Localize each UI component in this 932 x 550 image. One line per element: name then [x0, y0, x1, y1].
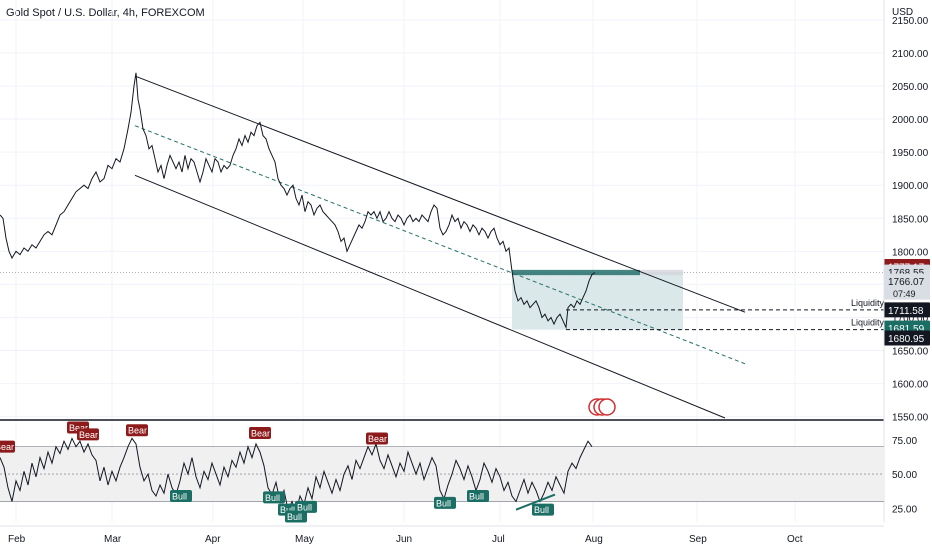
- y-tick-label: 2150.00: [892, 16, 929, 27]
- price-tag-label: 1766.07: [888, 277, 925, 288]
- x-tick-label: Jun: [396, 534, 412, 545]
- x-tick-label: Oct: [787, 534, 803, 545]
- y-tick-label: 2100.00: [892, 49, 929, 60]
- chart-title: Gold Spot / U.S. Dollar, 4h, FOREXCOM: [6, 7, 205, 19]
- bull-signal-label: Bull: [297, 502, 312, 512]
- y-tick-label: 1700.00: [892, 313, 929, 324]
- bear-signal[interactable]: [366, 432, 388, 445]
- bear-signal[interactable]: [249, 426, 271, 439]
- osc-y-tick-label: 50.00: [892, 470, 917, 481]
- x-tick-label: Jul: [492, 534, 505, 545]
- x-tick-label: Aug: [585, 534, 603, 545]
- y-tick-label: 1550.00: [892, 413, 929, 424]
- price-series-line: [0, 72, 596, 330]
- price-tag-countdown: 07:49: [893, 289, 916, 299]
- bear-signal-label: Bear: [251, 428, 270, 438]
- x-tick-label: Mar: [104, 534, 122, 545]
- channel-lower-line[interactable]: [134, 174, 726, 419]
- osc-y-tick-label: 25.00: [892, 504, 917, 515]
- price-tag: [884, 273, 930, 300]
- supply-zone-ext: [640, 269, 683, 276]
- liquidity-zone: [512, 272, 683, 330]
- bull-signal[interactable]: [263, 491, 285, 504]
- price-tag-label: 1680.95: [888, 334, 925, 345]
- y-tick-label: 1950.00: [892, 148, 929, 159]
- price-tag-label: 1711.58: [888, 306, 924, 317]
- bull-signal-label: Bull: [280, 505, 295, 515]
- bull-signal-label: Bull: [469, 491, 484, 501]
- bull-signal[interactable]: [434, 496, 456, 509]
- y-tick-label: 1850.00: [892, 214, 929, 225]
- price-tag: [884, 302, 930, 318]
- bull-signal-label: Bull: [534, 505, 549, 515]
- supply-zone: [512, 269, 640, 276]
- y-axis-unit: USD: [892, 7, 913, 18]
- price-tag-label: 1681.59: [888, 324, 925, 335]
- y-tick-label: 1650.00: [892, 347, 929, 358]
- y-tick-label: 1600.00: [892, 380, 929, 391]
- liquidity-label-upper: Liquidity: [851, 298, 885, 308]
- y-tick-label: 2050.00: [892, 82, 929, 93]
- y-tick-label: 1800.00: [892, 247, 929, 258]
- bull-signal[interactable]: [532, 503, 554, 516]
- x-tick-label: Sep: [689, 534, 707, 545]
- bull-signal[interactable]: [295, 500, 317, 513]
- bear-signal-label: Bear: [79, 430, 98, 440]
- x-tick-label: Apr: [205, 534, 221, 545]
- bear-signal-label: Bear: [69, 423, 88, 433]
- y-tick-label: 1900.00: [892, 181, 929, 192]
- divergence-line: [515, 493, 556, 511]
- bull-signal[interactable]: [285, 510, 307, 523]
- y-tick-label: 2000.00: [892, 115, 929, 126]
- bear-signal[interactable]: [126, 424, 148, 437]
- liquidity-label-lower: Liquidity: [851, 318, 885, 328]
- bear-signal[interactable]: [77, 428, 99, 441]
- bull-signal-label: Bull: [287, 512, 302, 522]
- x-tick-label: Feb: [8, 534, 26, 545]
- bull-signal-label: Bull: [265, 493, 280, 503]
- event-flag-icon[interactable]: [598, 398, 616, 416]
- bear-signal-label: Bear: [368, 434, 387, 444]
- x-tick-label: May: [295, 534, 314, 545]
- osc-y-tick-label: 75.00: [892, 436, 917, 447]
- bull-signal[interactable]: [467, 489, 489, 502]
- channel-upper-line[interactable]: [134, 75, 746, 313]
- bull-signal[interactable]: [170, 489, 192, 502]
- bull-signal-label: Bull: [172, 491, 187, 501]
- bear-signal-label: Bear: [128, 426, 147, 436]
- channel-mid-line[interactable]: [134, 125, 746, 365]
- bear-signal-label: Bear: [0, 442, 14, 452]
- bull-signal-label: Bull: [436, 498, 451, 508]
- bear-signal[interactable]: [0, 440, 15, 453]
- price-tag: [884, 330, 930, 346]
